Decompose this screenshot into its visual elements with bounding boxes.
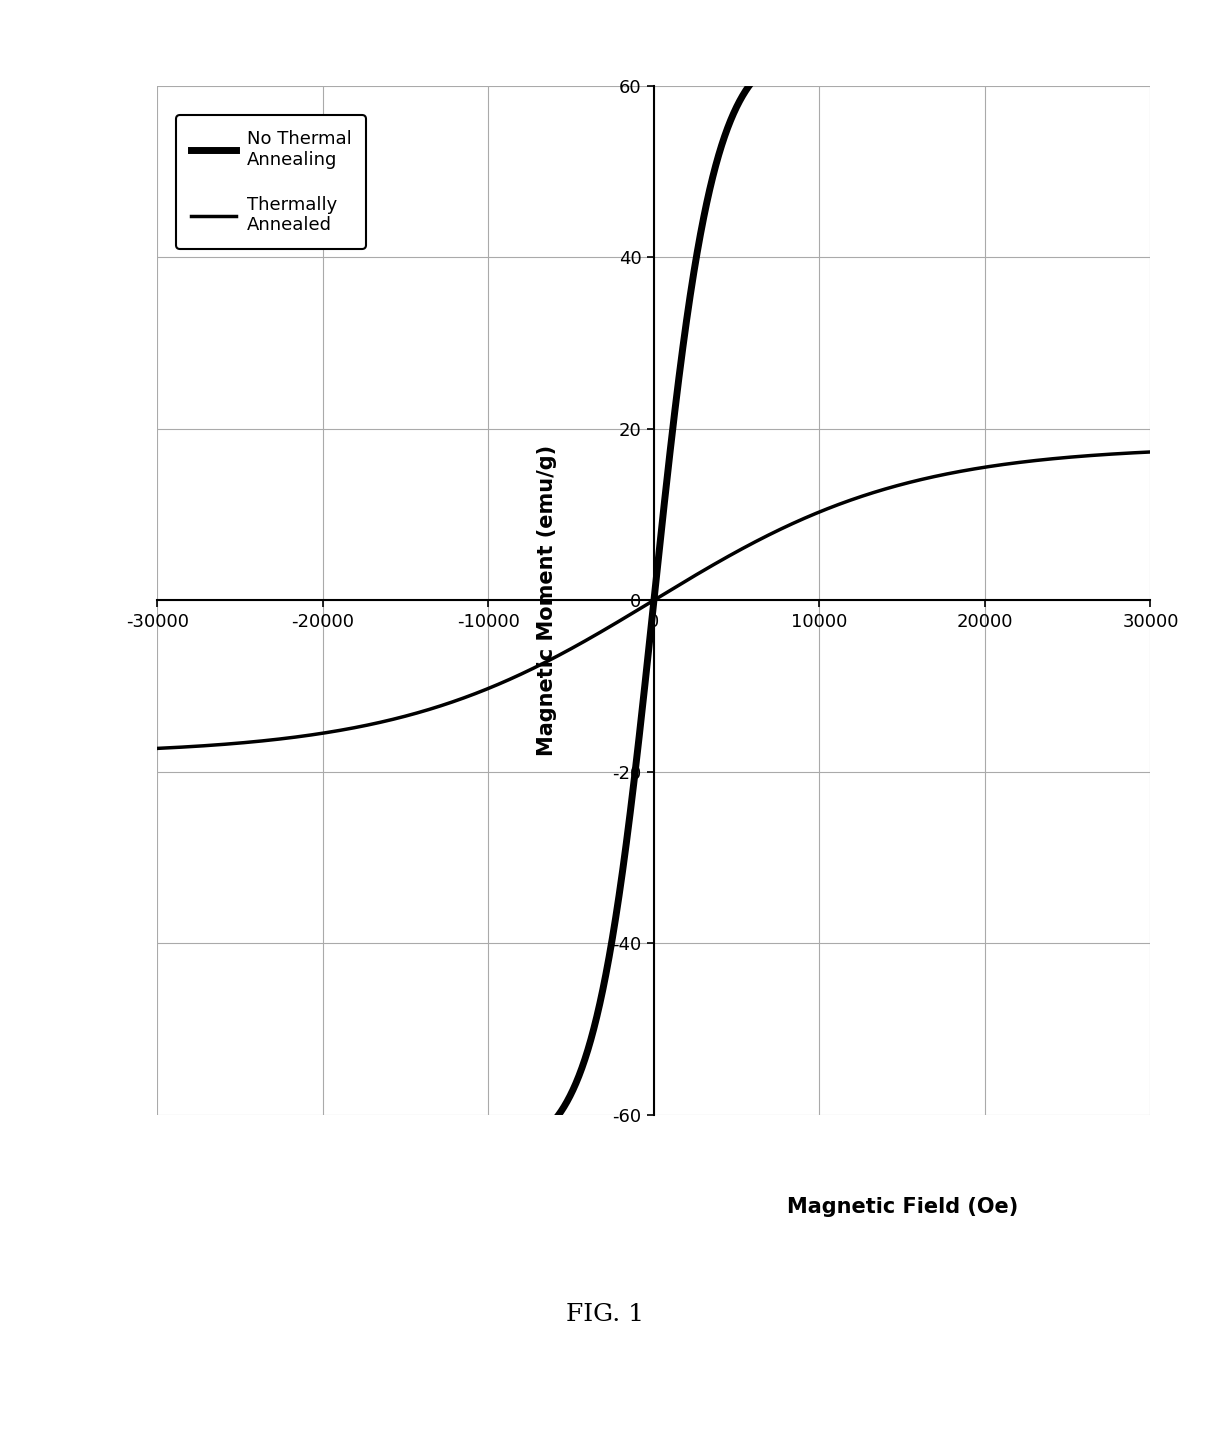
Legend: No Thermal
Annealing, Thermally
Annealed: No Thermal Annealing, Thermally Annealed [177,116,366,249]
Y-axis label: Magnetic Moment (emu/g): Magnetic Moment (emu/g) [536,444,557,756]
Text: FIG. 1: FIG. 1 [567,1303,644,1326]
X-axis label: Magnetic Field (Oe): Magnetic Field (Oe) [787,1198,1017,1218]
